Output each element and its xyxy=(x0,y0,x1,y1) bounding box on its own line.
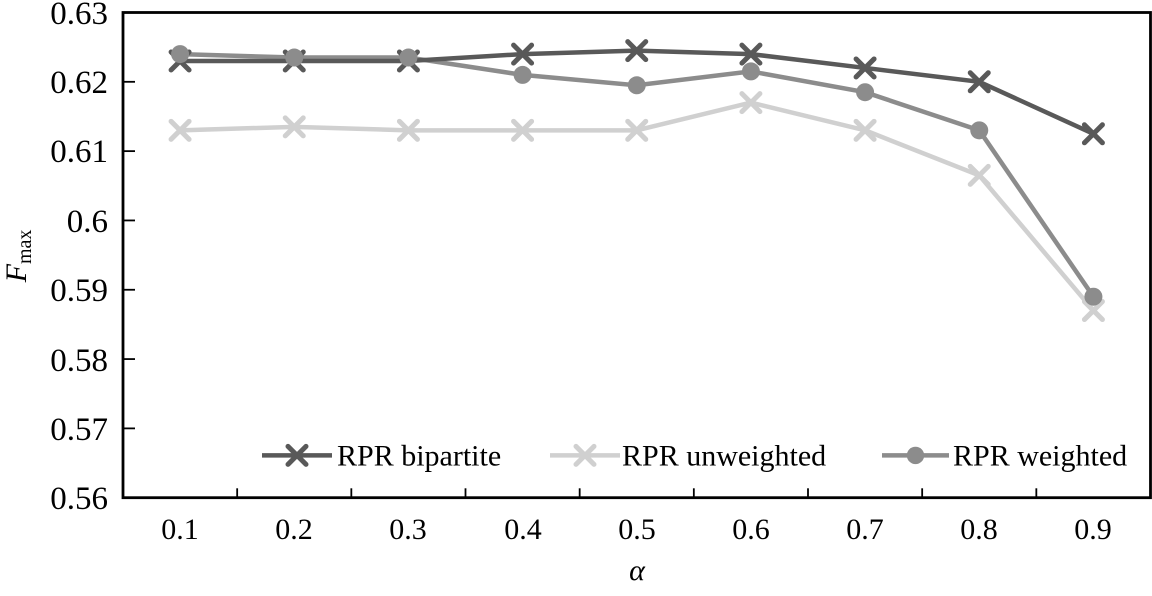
svg-text:0.62: 0.62 xyxy=(50,65,108,101)
svg-text:0.57: 0.57 xyxy=(50,412,108,448)
svg-text:0.1: 0.1 xyxy=(161,513,199,546)
svg-text:RPR weighted: RPR weighted xyxy=(953,440,1127,473)
svg-text:0.7: 0.7 xyxy=(846,513,884,546)
svg-text:0.6: 0.6 xyxy=(67,204,108,240)
svg-text:0.3: 0.3 xyxy=(389,513,427,546)
svg-text:0.4: 0.4 xyxy=(504,513,542,546)
svg-text:0.56: 0.56 xyxy=(50,481,108,517)
svg-text:Fmax: Fmax xyxy=(0,230,36,284)
svg-text:0.58: 0.58 xyxy=(50,343,108,379)
svg-text:0.2: 0.2 xyxy=(275,513,313,546)
svg-text:0.61: 0.61 xyxy=(50,134,108,170)
svg-text:RPR unweighted: RPR unweighted xyxy=(622,440,826,473)
svg-text:0.59: 0.59 xyxy=(50,273,108,309)
svg-text:0.5: 0.5 xyxy=(618,513,656,546)
svg-text:0.6: 0.6 xyxy=(732,513,770,546)
svg-text:α: α xyxy=(629,554,646,587)
svg-text:0.8: 0.8 xyxy=(960,513,998,546)
svg-text:0.63: 0.63 xyxy=(50,0,108,32)
svg-text:0.9: 0.9 xyxy=(1074,513,1112,546)
svg-text:RPR bipartite: RPR bipartite xyxy=(337,440,501,473)
